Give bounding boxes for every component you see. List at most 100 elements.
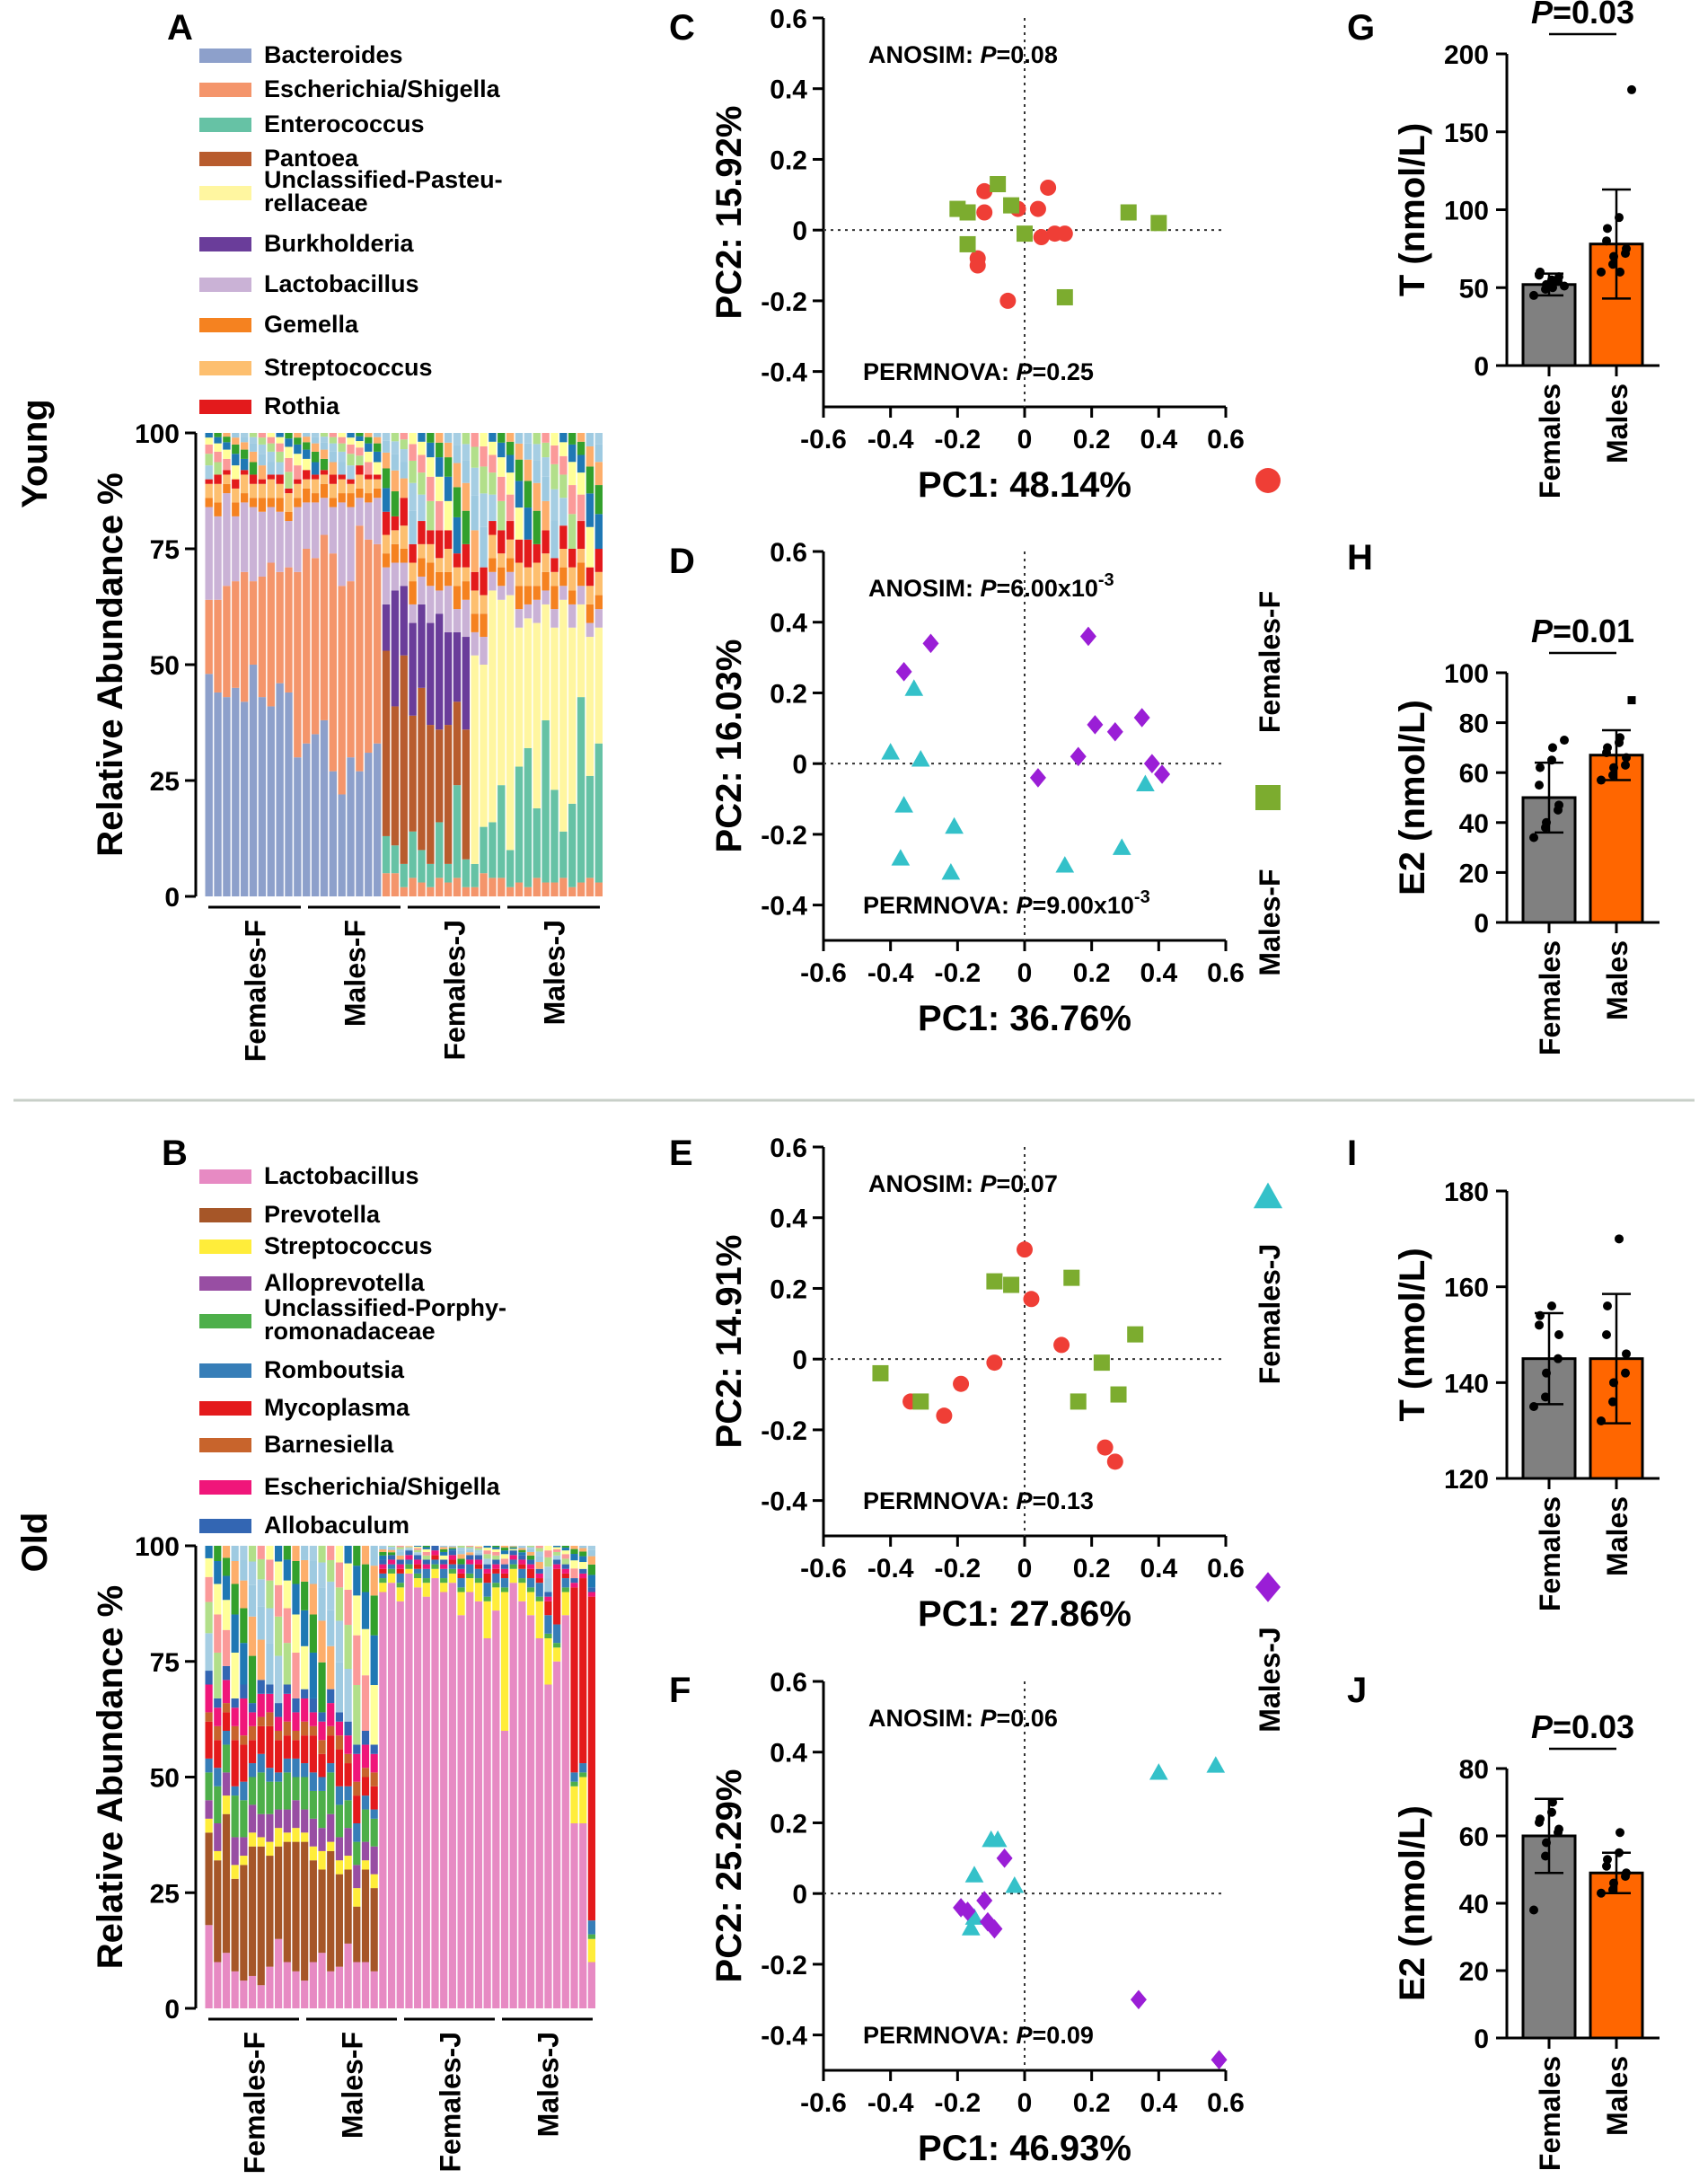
point-females-j [941, 862, 961, 880]
bar-segment [301, 1777, 309, 1810]
bar-segment [544, 1638, 552, 1685]
bar-segment-other [427, 442, 435, 458]
bar-segment [594, 627, 603, 744]
permnova-value: =9.00x10 [1033, 892, 1134, 919]
bar-segment-other [249, 437, 258, 444]
bar-segment-other [356, 455, 364, 466]
bar-segment-other [361, 1675, 370, 1731]
bar-segment [409, 715, 417, 832]
bar-segment-other [276, 437, 284, 444]
bar-segment [500, 1564, 509, 1569]
bar-segment-other [347, 433, 355, 438]
bar-segment [427, 863, 435, 887]
y-tick-label: -0.2 [761, 287, 807, 317]
p-italic: P [1531, 613, 1554, 649]
bar-segment [276, 571, 284, 684]
bar-segment-other [249, 443, 258, 452]
data-point [1542, 817, 1551, 827]
panel-j-chart: 0 20 40 60 80 E2 (nmol/L) Females Males P=0.03 [1393, 1708, 1660, 2171]
bar-segment-other [327, 1546, 335, 1560]
bar-segment [338, 794, 346, 896]
bar-segment [240, 1865, 248, 1981]
bar-segment [335, 1837, 344, 1861]
data-point [1529, 1905, 1538, 1915]
bar-segment-other [222, 1546, 231, 1558]
bar-segment-other [492, 1548, 500, 1552]
y-tick-label: 20 [1459, 1957, 1489, 1987]
bar-segment [231, 1865, 239, 1879]
bar-segment [232, 488, 240, 503]
bar-segment [231, 1971, 239, 2008]
bar-segment [267, 474, 275, 480]
data-point [1597, 1888, 1606, 1898]
group-legend: Females-F Males-F Females-J Males-J [1253, 468, 1286, 1733]
data-point [1548, 1797, 1557, 1807]
bar-segment [248, 1740, 257, 1764]
bar-segment [474, 1564, 483, 1569]
group-legend-label: Males-F [1254, 869, 1286, 975]
bar-segment [483, 1638, 491, 2008]
x-tick-label: 0.6 [1207, 425, 1245, 454]
bar-segment [518, 1583, 526, 1601]
bar-segment [276, 474, 284, 484]
bar-segment [471, 613, 479, 632]
bar-segment-other [418, 472, 426, 495]
bar-segment [382, 534, 391, 554]
bar-segment [448, 1564, 456, 1569]
data-point [1548, 743, 1557, 753]
bar-segment [276, 683, 284, 896]
point-males-j [1130, 1989, 1147, 2010]
y-tick-label: 0 [164, 1995, 180, 2025]
bar-segment-other [318, 1546, 326, 1563]
bar-segment [327, 1763, 335, 1773]
bar-segment [427, 562, 435, 587]
bar-segment [370, 1809, 378, 1819]
bar-segment [594, 595, 603, 610]
bar-segment-other [240, 433, 249, 437]
bar-segment [309, 1818, 317, 1847]
bar-segment [524, 539, 533, 568]
permnova-label: PERMNOVA: [863, 1487, 1017, 1514]
bar-segment [276, 511, 284, 572]
bar-segment-other [327, 1581, 335, 1610]
bar-segment [370, 1971, 378, 2008]
x-tick-label: 0.4 [1140, 2088, 1177, 2118]
bar-segment-other [489, 441, 497, 455]
data-point [1529, 833, 1538, 842]
bar-segment [327, 1813, 335, 1842]
data-point [1615, 1234, 1624, 1244]
bar-segment [594, 743, 603, 883]
data-point [1542, 1838, 1551, 1848]
bar-segment [370, 1786, 378, 1810]
bar-segment [240, 1800, 248, 1838]
point-females-f [969, 257, 986, 274]
bar-segment [444, 586, 453, 632]
legend-swatch-4 [199, 1314, 251, 1328]
bar-segment [462, 637, 470, 730]
bar-segment-other [535, 1562, 543, 1569]
bar-segment [436, 613, 444, 730]
bar-segment [550, 558, 559, 572]
bar-segment-other [283, 1643, 291, 1685]
bar-segment [448, 1550, 456, 1556]
bar-segment [240, 1735, 248, 1745]
point-males-j [1143, 754, 1160, 773]
bar-segment [579, 1763, 587, 1773]
bar-segment [541, 553, 550, 572]
bar-segment [356, 498, 364, 526]
point-males-j [922, 633, 939, 654]
bar-segment-other [533, 433, 541, 445]
bar-segment-other [577, 433, 585, 442]
y-tick-label: 0.2 [770, 146, 807, 175]
bar-segment [436, 558, 444, 572]
legend-label-6: Mycoplasma [264, 1394, 410, 1421]
bar-segment [356, 474, 364, 489]
anosim-p: P [981, 1170, 998, 1197]
bar-segment [335, 1786, 344, 1805]
bar-segment [533, 807, 541, 878]
x-tick-label: -0.6 [800, 1554, 847, 1584]
bar-segment [266, 1684, 274, 1694]
bar-segment-other [309, 1652, 317, 1698]
bar-segment-other [483, 1548, 491, 1551]
point-males-j [996, 1848, 1013, 1868]
